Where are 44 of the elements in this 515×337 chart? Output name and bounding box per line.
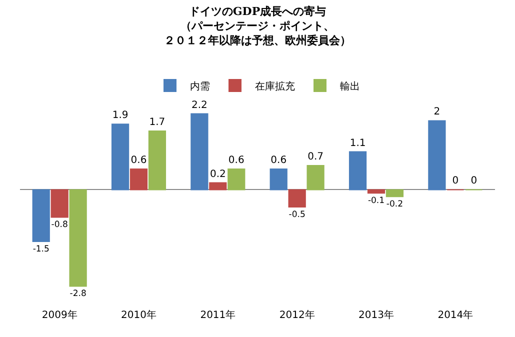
legend-label: 在庫拡充 — [255, 80, 295, 92]
bar — [386, 189, 404, 198]
data-label: 1.1 — [350, 138, 366, 149]
x-tick-label: 2010年 — [121, 309, 156, 321]
data-label: -1.5 — [32, 244, 50, 254]
x-tick-label: 2012年 — [279, 309, 315, 321]
x-tick-label: 2011年 — [200, 309, 236, 321]
data-label: -2.8 — [70, 289, 86, 300]
bar — [428, 120, 446, 190]
bar — [130, 168, 148, 190]
bar — [367, 189, 386, 194]
x-tick-label: 2013年 — [358, 309, 394, 321]
bar — [270, 168, 288, 190]
data-label: -0.2 — [386, 199, 404, 210]
data-label: -0.8 — [51, 220, 68, 230]
bar — [50, 189, 68, 218]
bar — [306, 165, 324, 190]
legend-label: 輸出 — [340, 80, 360, 92]
data-label: 0.6 — [228, 155, 244, 166]
x-tick-label: 2009年 — [42, 309, 78, 321]
data-label: 1.7 — [149, 117, 166, 128]
data-label: -0.1 — [368, 196, 385, 206]
chart-title: ドイツのGDP成長への寄与（パーセンテージ・ポイント、２０１２年以降は予想、欧州委員会） — [164, 5, 351, 47]
data-label: 0 — [470, 176, 478, 187]
bar — [69, 189, 87, 287]
data-label: 2 — [434, 106, 440, 118]
bar — [288, 189, 306, 208]
bar — [228, 168, 246, 190]
bar — [348, 151, 367, 190]
legend-label: 内需 — [190, 80, 210, 92]
data-label: -0.5 — [288, 210, 306, 220]
bar — [111, 124, 130, 190]
bar — [209, 182, 227, 190]
bar — [190, 113, 208, 190]
data-label: 0.6 — [130, 155, 147, 166]
data-label: 0.6 — [270, 155, 287, 166]
bar — [148, 130, 166, 190]
data-label: 0.2 — [210, 168, 226, 180]
bar — [32, 189, 50, 242]
data-label: 2.2 — [191, 100, 208, 111]
x-tick-label: 2014年 — [438, 309, 474, 321]
data-label: 0.7 — [308, 152, 324, 163]
data-label: 1.9 — [112, 110, 128, 122]
data-label: 0 — [452, 176, 459, 187]
